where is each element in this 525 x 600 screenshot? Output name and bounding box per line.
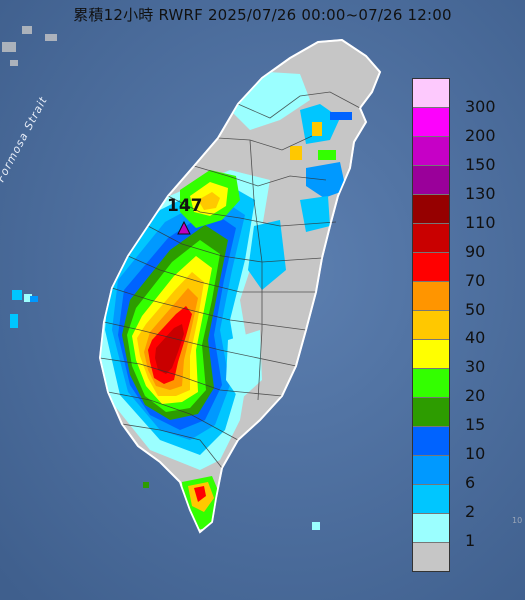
legend-swatch	[413, 282, 449, 311]
legend-swatch	[413, 514, 449, 543]
legend-tick-label: 20	[465, 386, 486, 406]
legend-tick-label: 2	[465, 502, 476, 522]
rainfall-field	[100, 72, 352, 530]
legend-swatch	[413, 195, 449, 224]
legend-tick-label: 300	[465, 96, 496, 116]
legend-tick-label: 200	[465, 125, 496, 145]
legend-swatch	[413, 253, 449, 282]
legend-tick-label: 110	[465, 212, 496, 232]
map-title: 累積12小時 RWRF 2025/07/26 00:00~07/26 12:00	[73, 6, 452, 24]
corner-text: 10	[512, 516, 523, 525]
legend-swatch	[413, 311, 449, 340]
legend-tick-label: 10	[465, 444, 486, 464]
legend-tick-label: 90	[465, 241, 486, 261]
legend-tick-label: 15	[465, 415, 486, 435]
offshore-features	[2, 26, 57, 66]
max-rainfall-marker	[177, 220, 191, 235]
legend-swatch	[413, 340, 449, 369]
legend-swatch	[413, 398, 449, 427]
legend-swatch	[413, 369, 449, 398]
legend-swatch	[413, 79, 449, 108]
legend-tick-label: 40	[465, 328, 486, 348]
legend-swatch	[413, 137, 449, 166]
legend-tick-label: 150	[465, 154, 496, 174]
legend-swatch	[413, 543, 449, 571]
offshore-rain	[10, 290, 320, 530]
legend-swatch	[413, 427, 449, 456]
legend-swatch	[413, 224, 449, 253]
county-boundaries	[99, 91, 361, 469]
legend-tick-label: 6	[465, 473, 476, 493]
legend-tick-label: 30	[465, 357, 486, 377]
legend-tick-label: 1	[465, 531, 476, 551]
legend-tick-label: 130	[465, 183, 496, 203]
legend-swatch	[413, 456, 449, 485]
legend-tick-label: 70	[465, 270, 486, 290]
legend-colorbar	[412, 78, 450, 572]
legend-tick-label: 50	[465, 299, 486, 319]
legend-swatch	[413, 166, 449, 195]
legend-swatch	[413, 108, 449, 137]
max-value-label: 147	[167, 196, 203, 216]
legend-swatch	[413, 485, 449, 514]
